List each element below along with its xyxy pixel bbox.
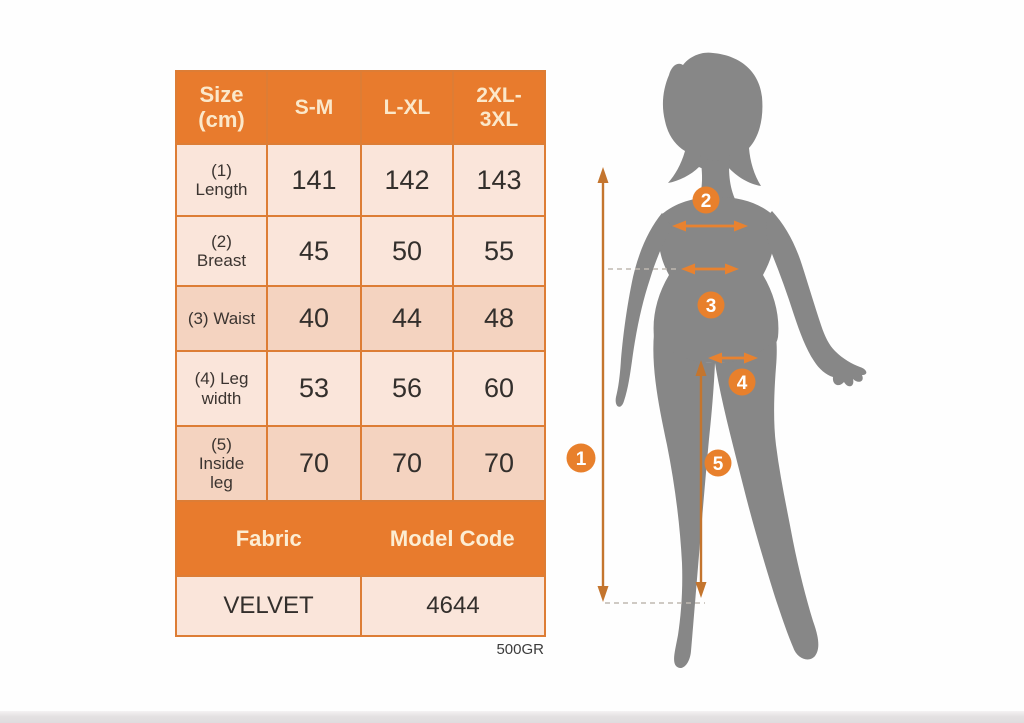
silhouette-right-arm <box>766 211 867 387</box>
marker-3-number: 3 <box>706 296 717 317</box>
silhouette-right-leg <box>715 337 819 660</box>
length-arrow <box>597 167 609 602</box>
fabric-value: VELVET <box>177 577 360 635</box>
cell-breast-2xl: 55 <box>454 217 544 285</box>
row-label-length: (1) Length <box>177 145 266 215</box>
row-label-inside-leg: (5) Inside leg <box>177 427 266 500</box>
cell-breast-sm: 45 <box>268 217 360 285</box>
marker-2: 2 <box>692 186 720 214</box>
header-size-2xl3xl: 2XL- 3XL <box>454 72 544 143</box>
fabric-header: Fabric <box>235 525 302 551</box>
cell-legwidth-sm: 53 <box>268 352 360 425</box>
marker-5: 5 <box>704 449 732 477</box>
silhouette-hair-head <box>662 52 763 187</box>
cell-insideleg-2xl: 70 <box>454 427 544 500</box>
marker-3: 3 <box>697 291 725 319</box>
measurement-figure: 1 2 3 4 5 <box>565 45 905 675</box>
waist-arrow <box>681 263 739 275</box>
leg-width-arrow <box>708 352 758 364</box>
cell-length-2xl: 143 <box>454 145 544 215</box>
header-size-lxl: L-XL <box>362 72 452 143</box>
marker-4-number: 4 <box>737 373 748 394</box>
model-code-header: Model Code <box>389 525 515 551</box>
cell-length-sm: 141 <box>268 145 360 215</box>
cell-insideleg-sm: 70 <box>268 427 360 500</box>
weight-note: 500GR <box>496 641 544 658</box>
marker-2-number: 2 <box>701 191 712 212</box>
cell-legwidth-2xl: 60 <box>454 352 544 425</box>
cell-waist-sm: 40 <box>268 287 360 350</box>
inside-leg-arrow <box>695 360 707 598</box>
silhouette-left-leg <box>653 333 715 669</box>
marker-1: 1 <box>566 443 596 473</box>
row-label-leg-width: (4) Leg width <box>177 352 266 425</box>
silhouette-left-arm <box>615 213 672 407</box>
row-label-waist: (3) Waist <box>177 287 266 350</box>
female-silhouette-diagram: 1 2 3 4 5 <box>566 52 867 669</box>
header-size-cm: Size (cm) <box>177 72 266 143</box>
row-label-breast: (2) Breast <box>177 217 266 285</box>
size-table: Size (cm) S-M L-XL 2XL- 3XL (1) Length 1… <box>175 70 546 637</box>
cell-insideleg-lxl: 70 <box>362 427 452 500</box>
cell-breast-lxl: 50 <box>362 217 452 285</box>
cell-waist-2xl: 48 <box>454 287 544 350</box>
cell-legwidth-lxl: 56 <box>362 352 452 425</box>
marker-4: 4 <box>728 368 756 396</box>
marker-5-number: 5 <box>713 454 724 475</box>
cell-length-lxl: 142 <box>362 145 452 215</box>
photo-bottom-edge <box>0 711 1024 723</box>
silhouette-torso <box>653 197 779 363</box>
cell-waist-lxl: 44 <box>362 287 452 350</box>
model-code-value: 4644 <box>362 577 544 635</box>
header-size-sm: S-M <box>268 72 360 143</box>
breast-arrow <box>672 220 748 232</box>
marker-1-number: 1 <box>576 449 587 470</box>
fabric-model-header-band: Fabric Model Code <box>177 502 544 575</box>
